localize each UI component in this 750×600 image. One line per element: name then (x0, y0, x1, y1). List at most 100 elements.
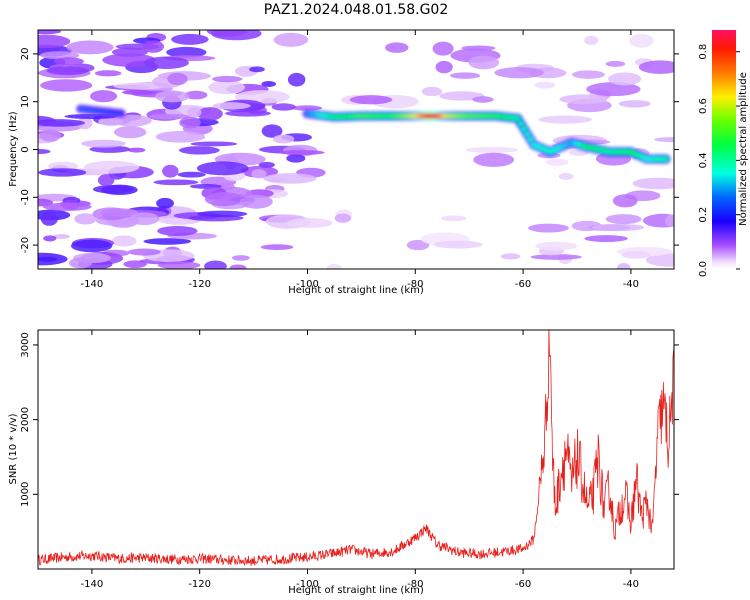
noise-blob (528, 223, 569, 233)
noise-blob (272, 134, 295, 144)
noise-blob (38, 119, 85, 127)
noise-blob (53, 234, 70, 239)
noise-blob (468, 55, 500, 70)
noise-blob (584, 35, 599, 46)
noise-blob (38, 34, 71, 49)
noise-blob (249, 66, 265, 73)
noise-blob (171, 33, 209, 45)
noise-blob (142, 40, 164, 53)
noise-blob (128, 147, 146, 153)
spectrogram-y-axis-label: Frequency (Hz) (8, 111, 19, 187)
spectrogram-x-axis-label: Height of straight line (km) (288, 285, 424, 296)
noise-blob (605, 214, 642, 225)
x-tick-label: -100 (296, 279, 319, 290)
noise-blob (461, 45, 496, 51)
noise-blob (421, 86, 443, 97)
noise-blob (273, 32, 309, 47)
y-tick-label: 10 (20, 95, 31, 108)
snr-series-line (38, 330, 674, 566)
x-tick-label: -140 (81, 579, 104, 590)
noise-blob (239, 194, 273, 209)
noise-blob (568, 149, 589, 156)
noise-blob (224, 110, 272, 117)
ridge-core (524, 131, 531, 137)
noise-blob (123, 260, 147, 269)
ridge-core (517, 121, 525, 127)
noise-blob (435, 60, 453, 74)
noise-blob (263, 173, 317, 184)
colorbar-ticks: 0.0 0.2 0.4 0.6 0.8 (698, 44, 740, 277)
noise-blob (334, 213, 352, 223)
ridge-core (117, 110, 125, 116)
x-tick-label: -80 (407, 579, 423, 590)
noise-blob (465, 146, 519, 153)
x-tick-label: -60 (515, 579, 531, 590)
noise-blob (251, 169, 267, 179)
noise-blob (39, 129, 61, 142)
noise-blob (143, 238, 192, 245)
noise-blob (166, 46, 207, 58)
snr-y-ticks: 1000 2000 3000 (20, 332, 679, 507)
noise-blob (54, 57, 84, 66)
noise-blob (665, 214, 674, 227)
noise-blob (127, 248, 161, 256)
noise-blob (155, 131, 206, 143)
noise-blob (69, 257, 92, 269)
snr-frame (37, 329, 675, 570)
noise-blob (38, 148, 51, 155)
noise-blob (144, 56, 189, 69)
y-tick-label: -20 (20, 237, 31, 253)
noise-blob (111, 235, 137, 247)
y-tick-label: 2000 (20, 407, 31, 432)
noise-blob (92, 207, 130, 221)
noise-blob (46, 66, 89, 76)
noise-blob (97, 174, 115, 187)
noise-blob (494, 67, 544, 79)
noise-blob (618, 100, 651, 108)
noise-blob (184, 90, 208, 100)
noise-blob (534, 81, 556, 89)
ridge-core (520, 126, 528, 132)
y-tick-label: -10 (20, 189, 31, 205)
noise-blob (129, 212, 160, 226)
snr-background (38, 330, 674, 569)
noise-blob (261, 80, 277, 88)
noise-blob (621, 250, 651, 259)
noise-blob (162, 164, 179, 178)
spectrogram-y-ticks: -20 -10 0 10 20 (20, 48, 679, 253)
noise-blob (40, 79, 93, 92)
x-tick-label: -40 (623, 279, 639, 290)
noise-blob (286, 218, 333, 228)
noise-blob (187, 107, 202, 118)
noise-blob (92, 185, 134, 194)
noise-blob (148, 113, 190, 120)
noise-blob (38, 256, 58, 262)
noise-blob (70, 239, 113, 253)
noise-blob (157, 225, 198, 236)
noise-blob (261, 124, 283, 138)
noise-blob (500, 253, 521, 260)
noise-blob (607, 72, 642, 86)
snr-panel: -140 -120 -100 -80 -60 -40 1000 2000 3000 Heigh… (8, 329, 679, 596)
noise-blob (81, 139, 126, 148)
noise-blob (77, 116, 93, 130)
spectrogram-x-ticks: -140 -120 -100 -80 -60 -40 (81, 30, 639, 290)
noise-blob (278, 150, 325, 155)
noise-blob (74, 213, 97, 225)
noise-blob (433, 240, 483, 249)
noise-blob (206, 30, 248, 37)
noise-blob (349, 95, 393, 105)
noise-blob (177, 171, 206, 178)
noise-blob (102, 53, 156, 67)
snr-x-ticks: -140 -120 -100 -80 -60 -40 (81, 330, 639, 590)
noise-blob (591, 223, 645, 232)
colorbar-gradient (712, 30, 736, 269)
colorbar-label: Normalized spectral amplitude (738, 72, 749, 226)
noise-blob (642, 213, 674, 228)
x-tick-label: -80 (407, 279, 423, 290)
noise-blob (153, 179, 199, 186)
noise-blob (559, 94, 608, 105)
noise-blob (286, 153, 306, 163)
noise-blob (84, 160, 140, 174)
noise-blob (538, 115, 593, 124)
